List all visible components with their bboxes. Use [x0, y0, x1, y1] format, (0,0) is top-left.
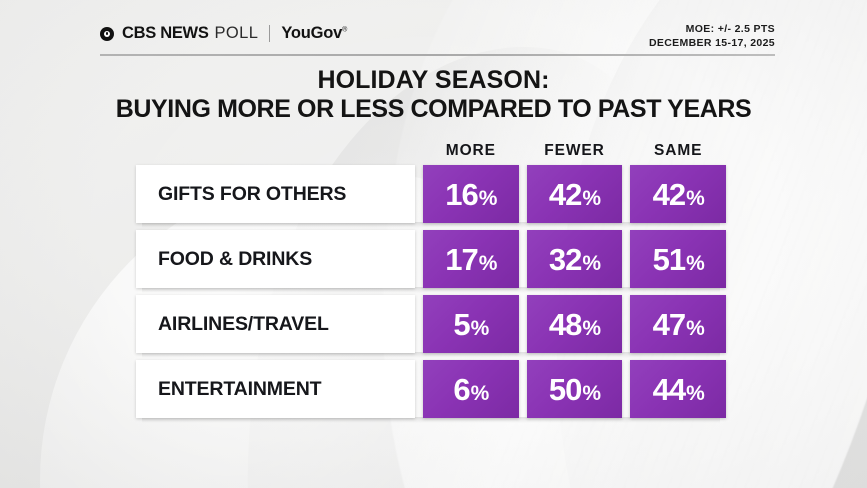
table-row: FOOD & DRINKS 17% 32% 51% — [136, 230, 727, 293]
row-label: ENTERTAINMENT — [158, 377, 322, 400]
value-same: 51% — [652, 241, 705, 277]
value-cell-same: 44% — [630, 360, 727, 418]
row-label-cell: ENTERTAINMENT — [136, 360, 415, 418]
table-body: GIFTS FOR OTHERS 16% 42% 42% FOOD & DRIN… — [136, 165, 727, 423]
value-more: 5% — [453, 306, 489, 342]
value-cell-more: 16% — [423, 165, 519, 223]
title-line-1: HOLIDAY SEASON: — [317, 66, 550, 94]
value-fewer: 50% — [548, 371, 601, 407]
value-fewer: 32% — [548, 241, 601, 277]
column-header-same: SAME — [653, 142, 703, 159]
value-same: 44% — [652, 371, 705, 407]
page-title: HOLIDAY SEASON: BUYING MORE OR LESS COMP… — [0, 66, 867, 123]
column-header-more: MORE — [445, 142, 496, 159]
value-cell-same: 42% — [630, 165, 727, 223]
value-more: 16% — [445, 176, 497, 212]
row-label-cell: GIFTS FOR OTHERS — [136, 165, 415, 223]
value-cell-fewer: 48% — [526, 295, 623, 353]
brand-partner-label: YouGov® — [281, 24, 348, 42]
row-label: GIFTS FOR OTHERS — [158, 182, 347, 205]
table-row: GIFTS FOR OTHERS 16% 42% 42% — [136, 165, 727, 228]
table-row: ENTERTAINMENT 6% 50% 44% — [136, 360, 727, 423]
value-cell-fewer: 50% — [526, 360, 623, 418]
results-table: MORE FEWER SAME GIFTS FOR OTHERS 16% 42%… — [136, 134, 727, 423]
poll-date-text: DECEMBER 15-17, 2025 — [648, 36, 775, 49]
value-same: 42% — [652, 176, 705, 212]
value-cell-fewer: 32% — [526, 230, 623, 288]
value-cell-more: 17% — [423, 230, 519, 288]
brand-lockup: CBS NEWS POLL YouGov® — [100, 24, 347, 43]
table-row: AIRLINES/TRAVEL 5% 48% 47% — [136, 295, 727, 358]
table-column-headers: MORE FEWER SAME — [136, 134, 726, 160]
value-cell-same: 51% — [630, 230, 727, 288]
column-header-fewer: FEWER — [544, 142, 605, 159]
meta-block: MOE: +/- 2.5 PTS DECEMBER 15-17, 2025 — [649, 23, 775, 51]
value-cell-more: 6% — [423, 360, 519, 418]
row-label: AIRLINES/TRAVEL — [158, 312, 329, 335]
cbs-eye-icon — [100, 26, 114, 41]
value-fewer: 42% — [548, 176, 601, 212]
value-same: 47% — [652, 306, 705, 342]
value-more: 6% — [453, 371, 489, 407]
header-divider — [100, 54, 775, 56]
title-line-2: BUYING MORE OR LESS COMPARED TO PAST YEA… — [115, 94, 752, 123]
value-more: 17% — [445, 241, 497, 277]
brand-poll-label: POLL — [214, 24, 259, 42]
row-label-cell: FOOD & DRINKS — [136, 230, 415, 288]
brand-divider — [269, 25, 271, 42]
brand-network-label: CBS NEWS — [122, 24, 209, 42]
value-cell-same: 47% — [630, 295, 727, 353]
row-label: FOOD & DRINKS — [158, 247, 313, 270]
value-cell-fewer: 42% — [526, 165, 623, 223]
value-fewer: 48% — [548, 306, 601, 342]
margin-of-error-text: MOE: +/- 2.5 PTS — [685, 23, 775, 35]
row-label-cell: AIRLINES/TRAVEL — [136, 295, 415, 353]
value-cell-more: 5% — [423, 295, 519, 353]
header: CBS NEWS POLL YouGov® MOE: +/- 2.5 PTS D… — [100, 22, 775, 52]
